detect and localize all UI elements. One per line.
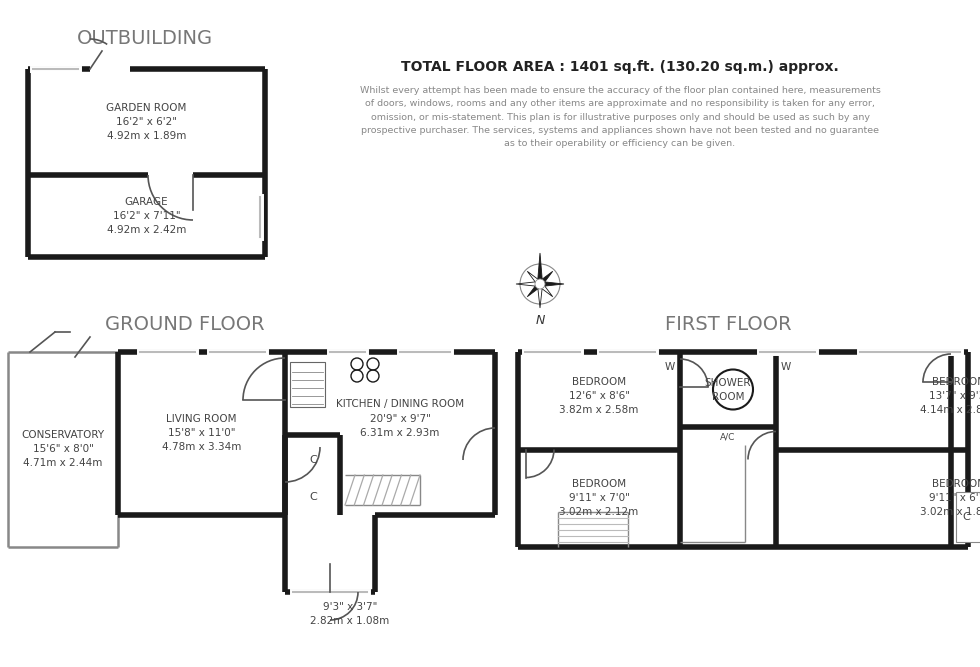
Circle shape bbox=[535, 279, 545, 289]
Text: KITCHEN / DINING ROOM
20'9" x 9'7"
6.31m x 2.93m: KITCHEN / DINING ROOM 20'9" x 9'7" 6.31m… bbox=[336, 400, 465, 438]
Polygon shape bbox=[527, 271, 542, 286]
Polygon shape bbox=[538, 271, 553, 286]
Polygon shape bbox=[537, 284, 543, 308]
Text: GARAGE
16'2" x 7'11"
4.92m x 2.42m: GARAGE 16'2" x 7'11" 4.92m x 2.42m bbox=[107, 197, 186, 235]
Text: W: W bbox=[781, 362, 791, 372]
Text: SHOWER
ROOM: SHOWER ROOM bbox=[705, 378, 752, 402]
Polygon shape bbox=[538, 282, 553, 297]
Text: Whilst every attempt has been made to ensure the accuracy of the floor plan cont: Whilst every attempt has been made to en… bbox=[360, 86, 880, 148]
Text: FIRST FLOOR: FIRST FLOOR bbox=[664, 315, 791, 334]
Polygon shape bbox=[527, 282, 542, 297]
Text: C: C bbox=[962, 512, 970, 522]
Text: W: W bbox=[664, 362, 675, 372]
Text: CONSERVATORY
15'6" x 8'0"
4.71m x 2.44m: CONSERVATORY 15'6" x 8'0" 4.71m x 2.44m bbox=[22, 430, 105, 468]
Polygon shape bbox=[516, 281, 540, 287]
Text: BEDROOM
13'7" x 9'3"
4.14m x 2.83m: BEDROOM 13'7" x 9'3" 4.14m x 2.83m bbox=[920, 377, 980, 415]
Text: 9'3" x 3'7"
2.82m x 1.08m: 9'3" x 3'7" 2.82m x 1.08m bbox=[311, 602, 390, 626]
Text: C: C bbox=[309, 492, 317, 502]
Text: N: N bbox=[535, 315, 545, 327]
Text: BEDROOM
12'6" x 8'6"
3.82m x 2.58m: BEDROOM 12'6" x 8'6" 3.82m x 2.58m bbox=[560, 377, 639, 415]
Text: OUTBUILDING: OUTBUILDING bbox=[77, 29, 213, 49]
Text: GARDEN ROOM
16'2" x 6'2"
4.92m x 1.89m: GARDEN ROOM 16'2" x 6'2" 4.92m x 1.89m bbox=[106, 103, 186, 141]
Polygon shape bbox=[537, 253, 543, 284]
Text: A/C: A/C bbox=[720, 433, 736, 442]
Polygon shape bbox=[540, 281, 564, 287]
Bar bbox=[290, 362, 325, 407]
Text: BEDROOM
9'11" x 7'0"
3.02m x 2.12m: BEDROOM 9'11" x 7'0" 3.02m x 2.12m bbox=[560, 480, 639, 517]
Text: GROUND FLOOR: GROUND FLOOR bbox=[105, 315, 265, 334]
Text: TOTAL FLOOR AREA : 1401 sq.ft. (130.20 sq.m.) approx.: TOTAL FLOOR AREA : 1401 sq.ft. (130.20 s… bbox=[401, 60, 839, 74]
Text: C: C bbox=[309, 455, 317, 465]
Bar bbox=[956, 492, 980, 542]
Text: LIVING ROOM
15'8" x 11'0"
4.78m x 3.34m: LIVING ROOM 15'8" x 11'0" 4.78m x 3.34m bbox=[162, 414, 241, 452]
Text: BEDROOM
9'11" x 6'1"
3.02m x 1.85m: BEDROOM 9'11" x 6'1" 3.02m x 1.85m bbox=[920, 480, 980, 517]
